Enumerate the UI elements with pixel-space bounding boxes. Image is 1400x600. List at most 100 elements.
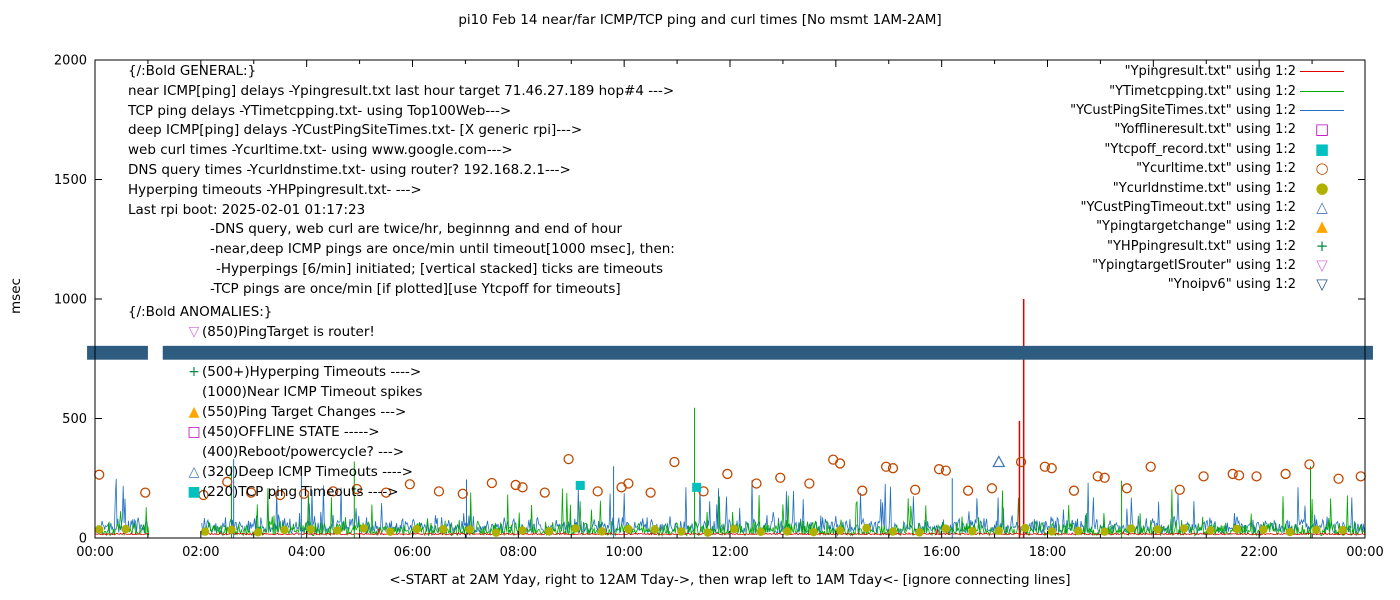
filled-square-icon: ■	[1314, 139, 1330, 158]
noipv6-bar-gap	[147, 344, 163, 361]
anomalies-header: {/:Bold ANOMALIES:}	[128, 304, 273, 320]
filled-square-icon: ■	[187, 484, 201, 500]
dns-time-point	[333, 526, 342, 535]
x-tick-label: 06:00	[394, 545, 431, 560]
general-annotation-line: -near,deep ICMP pings are once/min until…	[210, 241, 675, 258]
anomaly-annotation-line: ■(220)TCP ping Timeouts ---->	[128, 482, 422, 502]
curl-time-point	[539, 487, 550, 498]
x-axis-label: <-START at 2AM Yday, right to 12AM Tday-…	[389, 572, 1071, 588]
x-tick-label: 20:00	[1135, 545, 1172, 560]
legend-sample-filled-square-icon: ■	[1296, 139, 1348, 158]
legend-sample-filled-circle-icon: ●	[1296, 178, 1348, 197]
dns-time-point	[597, 527, 607, 536]
curl-time-point	[1227, 468, 1238, 480]
anomaly-text: (500+)Hyperping Timeouts ---->	[202, 364, 422, 380]
x-tick-label: 00:00	[1346, 545, 1383, 560]
curl-time-point	[751, 478, 762, 489]
curl-time-point	[986, 483, 998, 494]
dns-time-point	[782, 527, 792, 536]
dns-time-point	[227, 525, 236, 534]
anomaly-annotation-line	[128, 342, 422, 362]
plus-icon: +	[188, 364, 200, 380]
curl-time-point	[1333, 473, 1344, 484]
curl-time-point	[198, 489, 209, 501]
curl-time-point	[940, 465, 952, 476]
curl-time-point	[1039, 461, 1051, 472]
curl-time-point	[1233, 470, 1245, 481]
x-tick-label: 08:00	[500, 545, 537, 560]
anomaly-annotation-line: △ (320)Deep ICMP Timeouts ---->	[128, 462, 422, 482]
curl-time-point	[669, 456, 680, 468]
legend-sample-plus-icon: +	[1296, 236, 1348, 255]
curl-time-point	[962, 485, 974, 496]
dns-time-point	[862, 523, 871, 533]
legend-item: "YTimetcpping.txt" using 1:2	[1070, 81, 1348, 100]
legend-label: "YTimetcpping.txt" using 1:2	[1109, 83, 1296, 99]
curl-time-point	[623, 478, 634, 489]
curl-time-point	[1015, 456, 1027, 468]
filled-circle-icon: ●	[1315, 178, 1329, 197]
curl-time-point	[1174, 484, 1185, 495]
dns-time-point	[624, 524, 633, 534]
anomaly-annotation-line: + (500+)Hyperping Timeouts ---->	[128, 362, 422, 382]
curl-time-point	[327, 486, 339, 497]
legend-label: "YpingtargetISrouter" using 1:2	[1092, 258, 1296, 274]
y-tick-label: 1500	[54, 173, 87, 188]
dns-time-point	[650, 525, 660, 534]
anomaly-annotation-line: ▽ (850)PingTarget is router!	[128, 322, 422, 342]
anomalies-annotations: {/:Bold ANOMALIES:} ▽ (850)PingTarget is r…	[128, 302, 422, 502]
dns-time-point	[518, 526, 527, 535]
legend-line-swatch	[1300, 109, 1344, 111]
curl-time-point	[804, 478, 815, 489]
general-annotation-line: {/:Bold GENERAL:}	[128, 63, 257, 79]
curl-time-point	[433, 486, 445, 497]
x-tick-label: 12:00	[711, 545, 748, 560]
filled-up-triangle-icon: ▲	[1316, 217, 1328, 236]
curl-time-point	[275, 489, 286, 501]
dns-time-point	[200, 527, 210, 536]
legend-line-swatch	[1300, 90, 1344, 92]
dns-time-point	[465, 525, 474, 534]
legend-label: "YCustPingSiteTimes.txt" using 1:2	[1070, 102, 1296, 118]
general-annotation-line: -Hyperpings [6/min] initiated; [vertical…	[216, 260, 664, 277]
legend-sample-line-icon	[1296, 90, 1348, 92]
curl-time-point	[910, 484, 921, 495]
y-tick-label: 2000	[54, 54, 87, 69]
x-tick-label: 14:00	[817, 545, 854, 560]
dns-time-point	[1153, 525, 1162, 534]
legend-item: "YHPpingresult.txt" using 1:2 +	[1070, 237, 1348, 256]
legend-label: "Ynoipv6" using 1:2	[1167, 277, 1296, 293]
curl-time-point	[380, 487, 392, 498]
general-annotation-line: -TCP pings are once/min [if plotted][use…	[210, 280, 621, 297]
dns-time-point	[1338, 525, 1347, 535]
general-annotation-line: web curl times -Ycurltime.txt- using www…	[128, 142, 513, 159]
dns-time-point	[1073, 526, 1083, 536]
legend-label: "YHPpingresult.txt" using 1:2	[1107, 238, 1296, 254]
x-tick-label: 18:00	[1029, 545, 1066, 560]
dns-time-point	[253, 528, 263, 537]
x-tick-label: 22:00	[1240, 545, 1277, 560]
dns-time-point	[888, 527, 898, 536]
legend-item: "Ypingtargetchange" using 1:2 ▲	[1070, 217, 1348, 236]
curl-time-point	[1121, 483, 1133, 494]
noipv6-bar	[87, 345, 1373, 360]
dns-time-point	[438, 525, 448, 534]
dns-time-point	[544, 527, 554, 536]
dns-time-point	[1206, 526, 1215, 535]
curl-time-point	[828, 454, 839, 465]
legend: "Ypingresult.txt" using 1:2 "YTimetcpping…	[1070, 62, 1348, 295]
open-down-triangle-icon: ▽	[188, 324, 200, 340]
plus-icon: +	[1315, 236, 1329, 255]
dns-time-point	[994, 526, 1004, 535]
anomaly-annotation-line: ▲ (550)Ping Target Changes --->	[128, 402, 422, 422]
dns-time-point	[1232, 524, 1242, 534]
curl-time-point	[775, 472, 786, 483]
legend-label: "YCustPingTimeout.txt" using 1:2	[1080, 199, 1296, 215]
legend-item: "Ynoipv6" using 1:2 ▽	[1070, 275, 1348, 294]
x-tick-label: 02:00	[182, 545, 219, 560]
dns-time-point	[809, 527, 818, 537]
open-up-triangle-icon: △	[1316, 197, 1328, 216]
legend-sample-line-icon	[1296, 109, 1348, 111]
tcpoff-point	[575, 480, 585, 490]
